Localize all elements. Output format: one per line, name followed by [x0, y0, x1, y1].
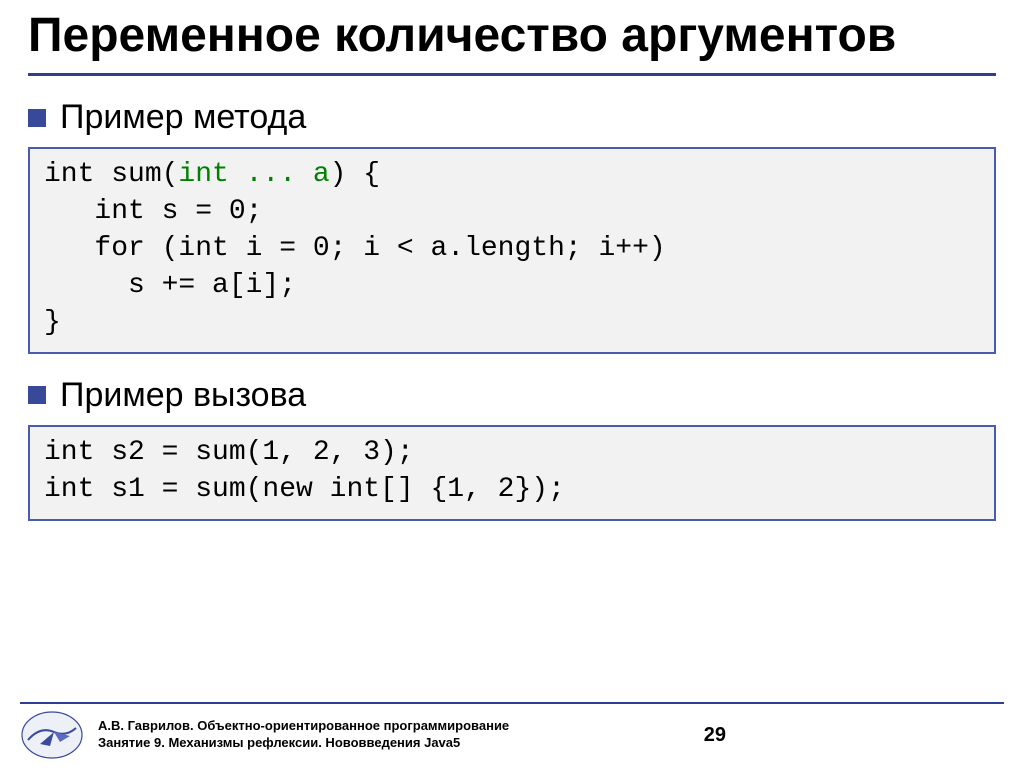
bullet-item: Пример вызова	[28, 376, 996, 415]
code-line: int sum(int ... a) {	[44, 157, 980, 194]
code-line: int s2 = sum(1, 2, 3);	[44, 435, 980, 472]
page-number: 29	[704, 724, 996, 747]
footer-author: А.В. Гаврилов. Объектно-ориентированное …	[98, 718, 690, 735]
university-logo-icon	[20, 710, 84, 760]
code-line: int s = 0;	[44, 194, 980, 231]
code-box-1: int sum(int ... a) { int s = 0; for (int…	[28, 147, 996, 354]
code-line: s += a[i];	[44, 268, 980, 305]
code-param: int ... a	[178, 159, 329, 190]
footer: А.В. Гаврилов. Объектно-ориентированное …	[0, 704, 1024, 768]
section1-heading: Пример метода	[60, 98, 306, 137]
code-line: for (int i = 0; i < a.length; i++)	[44, 231, 980, 268]
code-text: ) {	[330, 159, 380, 190]
content-area: Пример метода int sum(int ... a) { int s…	[0, 76, 1024, 702]
code-box-2: int s2 = sum(1, 2, 3); int s1 = sum(new …	[28, 425, 996, 521]
section2-heading: Пример вызова	[60, 376, 306, 415]
title-area: Переменное количество аргументов	[0, 0, 1024, 67]
bullet-item: Пример метода	[28, 98, 996, 137]
bullet-marker-icon	[28, 386, 46, 404]
bullet-marker-icon	[28, 109, 46, 127]
slide: Переменное количество аргументов Пример …	[0, 0, 1024, 768]
code-line: }	[44, 305, 980, 342]
footer-text: А.В. Гаврилов. Объектно-ориентированное …	[98, 718, 690, 752]
code-line: int s1 = sum(new int[] {1, 2});	[44, 472, 980, 509]
slide-title: Переменное количество аргументов	[28, 8, 996, 63]
code-text: int sum(	[44, 159, 178, 190]
footer-lecture: Занятие 9. Механизмы рефлексии. Нововвед…	[98, 735, 690, 752]
